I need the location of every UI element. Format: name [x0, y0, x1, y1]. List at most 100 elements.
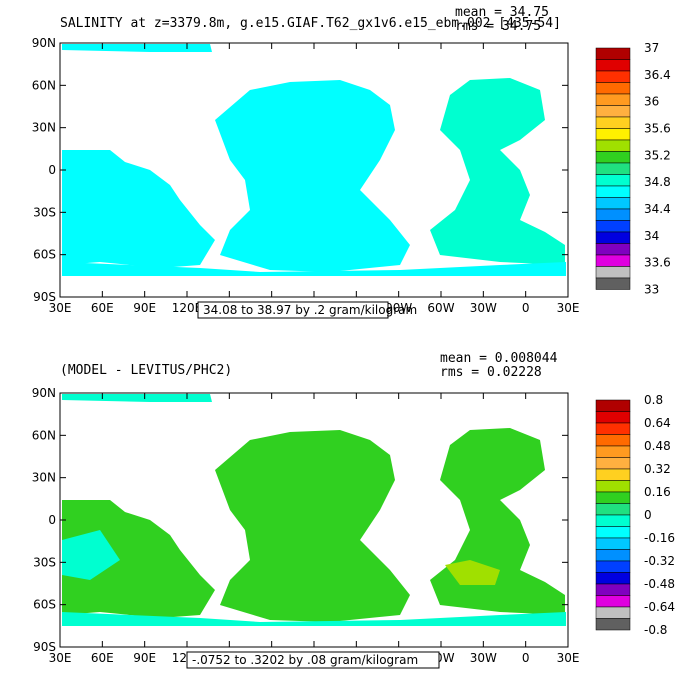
colorbar-swatch — [595, 128, 631, 141]
panel1-ocean-arctic — [62, 44, 212, 52]
colorbar-swatch — [595, 480, 631, 493]
colorbar-swatch — [595, 572, 631, 585]
panel1-rms: rms = 34.75 — [455, 19, 541, 34]
y-tick-label: 30N — [32, 471, 56, 485]
x-tick-label: 30W — [470, 651, 497, 665]
panel2-ocean-pacific — [215, 430, 410, 622]
panel2-colorbar: 0.8 0.64 0.48 0.32 0.16 0 -0.16 -0.32 -0.48 -0.64… — [595, 393, 675, 637]
colorbar-swatch — [595, 549, 631, 562]
colorbar-swatch — [595, 139, 631, 152]
colorbar-swatch — [595, 231, 631, 244]
panel1-y-axis: 90N 60N 30N 0 30S 60S 90S — [32, 36, 568, 304]
colorbar-swatch — [595, 583, 631, 596]
panel1-ocean-indian — [62, 150, 215, 268]
panel2-ocean-atlantic-salty — [445, 560, 500, 585]
colorbar-swatch — [595, 59, 631, 72]
colorbar-swatch — [595, 411, 631, 424]
colorbar-swatch — [595, 595, 631, 608]
colorbar-swatch — [595, 606, 631, 619]
colorbar-label: 0.64 — [644, 416, 671, 430]
panel2-ocean-fill — [62, 394, 566, 626]
colorbar-swatch — [595, 162, 631, 175]
x-tick-label: 90W — [385, 301, 412, 315]
colorbar-label: 0.8 — [644, 393, 663, 407]
panel2-ocean-indian-fresh — [62, 530, 120, 580]
colorbar-label: -0.16 — [644, 531, 675, 545]
panel2-y-axis: 90N 60N 30N 0 30S 60S 90S — [32, 386, 568, 654]
panel1-colorbar: 37 36.4 36 35.6 35.2 34.8 34.4 34 33.6 33 — [595, 41, 671, 297]
colorbar-swatch — [595, 445, 631, 458]
colorbar-swatch — [595, 422, 631, 435]
x-tick-label: 90E — [133, 651, 156, 665]
colorbar-swatch — [595, 151, 631, 164]
colorbar-swatch — [595, 185, 631, 198]
colorbar-label: 34 — [644, 229, 659, 243]
colorbar-swatch — [595, 399, 631, 412]
panel1-ocean-atlantic — [430, 78, 565, 265]
colorbar-swatch — [595, 618, 631, 631]
colorbar-swatch — [595, 434, 631, 447]
panel1-range-box — [197, 301, 389, 319]
panel2-ocean-indian — [62, 500, 215, 618]
colorbar-label: -0.32 — [644, 554, 675, 568]
colorbar-swatch — [595, 560, 631, 573]
colorbar-swatch — [595, 93, 631, 106]
x-tick-label: 60E — [91, 651, 114, 665]
panel2-ocean-arctic — [62, 394, 212, 402]
colorbar-swatch — [595, 457, 631, 470]
panel1-title: SALINITY at z=3379.8m, g.e15.GIAF.T62_gx… — [60, 16, 561, 31]
colorbar-swatch — [595, 197, 631, 210]
x-tick-label: 30W — [470, 301, 497, 315]
y-tick-label: 90S — [33, 290, 56, 304]
x-tick-label: 30E — [49, 651, 72, 665]
colorbar-swatch — [595, 266, 631, 279]
panel-difference: (MODEL - LEVITUS/PHC2) mean = 0.008044 r… — [32, 351, 675, 669]
y-tick-label: 90S — [33, 640, 56, 654]
colorbar-label: -0.48 — [644, 577, 675, 591]
x-tick-label: 60W — [427, 301, 454, 315]
x-tick-label: 0 — [522, 651, 530, 665]
panel2-range-box — [186, 651, 440, 669]
panel2-ocean-southern — [62, 612, 566, 626]
colorbar-label: 0 — [644, 508, 652, 522]
colorbar-label: 36 — [644, 95, 659, 109]
colorbar-label: 37 — [644, 41, 659, 55]
x-tick-label: 30E — [557, 301, 580, 315]
panel2-mean: mean = 0.008044 — [440, 351, 558, 366]
colorbar-swatch — [595, 526, 631, 539]
colorbar-swatch — [595, 47, 631, 60]
panel1-ocean-pacific — [215, 80, 410, 272]
x-tick-label: 60E — [91, 301, 114, 315]
panel1-ocean-southern — [62, 262, 566, 276]
y-tick-label: 60N — [32, 428, 56, 442]
colorbar-swatch — [595, 105, 631, 118]
y-tick-label: 90N — [32, 386, 56, 400]
colorbar-label: -0.8 — [644, 623, 667, 637]
x-tick-label: 30E — [49, 301, 72, 315]
colorbar-swatch — [595, 116, 631, 129]
panel1-mean: mean = 34.75 — [455, 5, 549, 20]
y-tick-label: 60S — [33, 248, 56, 262]
colorbar-swatch — [595, 243, 631, 256]
panel1-ocean-fill — [62, 44, 566, 276]
colorbar-swatch — [595, 277, 631, 290]
colorbar-label: 0.32 — [644, 462, 671, 476]
colorbar-label: 0.16 — [644, 485, 671, 499]
panel2-range-note: -.0752 to .3202 by .08 gram/kilogram — [192, 653, 418, 667]
panel2-title: (MODEL - LEVITUS/PHC2) — [60, 363, 232, 378]
y-tick-label: 60N — [32, 78, 56, 92]
colorbar-label: 33.6 — [644, 256, 671, 270]
y-tick-label: 30N — [32, 121, 56, 135]
y-tick-label: 30S — [33, 555, 56, 569]
y-tick-label: 30S — [33, 205, 56, 219]
colorbar-label: 34.8 — [644, 175, 671, 189]
colorbar-swatch — [595, 491, 631, 504]
colorbar-swatch — [595, 468, 631, 481]
colorbar-label: 35.2 — [644, 148, 671, 162]
x-tick-label: 120E — [172, 301, 203, 315]
y-tick-label: 90N — [32, 36, 56, 50]
panel-salinity: SALINITY at z=3379.8m, g.e15.GIAF.T62_gx… — [32, 5, 671, 319]
x-tick-label: 90E — [133, 301, 156, 315]
colorbar-swatch — [595, 254, 631, 267]
